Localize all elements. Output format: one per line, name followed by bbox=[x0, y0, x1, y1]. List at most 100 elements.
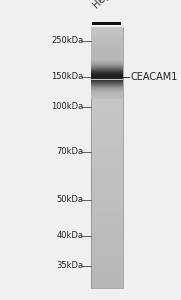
Bar bbox=[90, 30, 123, 31]
Bar bbox=[90, 278, 123, 279]
Bar bbox=[90, 215, 123, 216]
Bar bbox=[90, 227, 123, 228]
Bar bbox=[90, 244, 123, 245]
Bar bbox=[90, 218, 123, 219]
Bar bbox=[90, 80, 123, 82]
Bar bbox=[90, 267, 123, 268]
Bar bbox=[90, 138, 123, 139]
Bar bbox=[90, 34, 123, 35]
Bar bbox=[90, 27, 123, 28]
Bar bbox=[90, 170, 123, 172]
Bar bbox=[90, 281, 123, 283]
Bar bbox=[90, 151, 123, 152]
Bar bbox=[90, 236, 123, 237]
Bar bbox=[90, 120, 123, 121]
Bar bbox=[90, 185, 123, 186]
Bar bbox=[90, 48, 123, 49]
Bar bbox=[90, 205, 123, 206]
Bar bbox=[90, 266, 123, 267]
Bar bbox=[90, 285, 123, 287]
Bar bbox=[90, 82, 123, 83]
Bar bbox=[90, 75, 123, 76]
Bar bbox=[90, 83, 123, 84]
Bar bbox=[90, 201, 123, 202]
Bar bbox=[90, 31, 123, 32]
Bar bbox=[90, 231, 123, 232]
Bar bbox=[90, 69, 123, 70]
Bar bbox=[90, 276, 123, 278]
Bar bbox=[90, 280, 123, 281]
Bar bbox=[90, 268, 123, 270]
Bar bbox=[90, 129, 123, 130]
Bar bbox=[90, 112, 123, 113]
Bar bbox=[90, 189, 123, 190]
Text: 150kDa: 150kDa bbox=[51, 72, 83, 81]
Bar bbox=[90, 32, 123, 34]
Bar bbox=[90, 233, 123, 235]
Bar bbox=[90, 232, 123, 233]
Bar bbox=[90, 249, 123, 250]
Bar bbox=[90, 275, 123, 276]
Bar bbox=[90, 242, 123, 244]
Bar bbox=[90, 255, 123, 257]
Bar bbox=[90, 125, 123, 126]
Bar bbox=[90, 150, 123, 151]
Bar bbox=[90, 44, 123, 45]
Bar bbox=[90, 35, 123, 36]
Bar bbox=[90, 94, 123, 95]
Bar bbox=[90, 135, 123, 136]
Bar bbox=[90, 84, 123, 86]
Bar bbox=[90, 70, 123, 71]
Bar bbox=[90, 190, 123, 191]
Bar bbox=[90, 178, 123, 180]
Bar bbox=[90, 274, 123, 275]
Bar bbox=[90, 128, 123, 129]
Bar bbox=[90, 100, 123, 101]
Bar bbox=[90, 208, 123, 210]
Bar bbox=[90, 172, 123, 173]
Bar bbox=[90, 27, 123, 288]
Text: HepG2: HepG2 bbox=[90, 0, 121, 11]
Bar bbox=[90, 105, 123, 106]
Bar bbox=[90, 173, 123, 175]
Text: 50kDa: 50kDa bbox=[56, 195, 83, 204]
Bar bbox=[90, 62, 123, 64]
Bar bbox=[90, 92, 123, 94]
Bar bbox=[90, 270, 123, 271]
Bar bbox=[90, 160, 123, 161]
Bar bbox=[90, 73, 123, 74]
Bar bbox=[90, 186, 123, 188]
Bar bbox=[90, 136, 123, 138]
Bar bbox=[90, 202, 123, 203]
Bar bbox=[90, 164, 123, 165]
Bar bbox=[90, 99, 123, 100]
Bar bbox=[90, 114, 123, 116]
Bar bbox=[90, 103, 123, 104]
Bar bbox=[90, 64, 123, 65]
Bar bbox=[90, 74, 123, 75]
Text: CEACAM1: CEACAM1 bbox=[130, 71, 178, 82]
Bar bbox=[90, 251, 123, 253]
Bar bbox=[90, 86, 123, 87]
Bar bbox=[90, 169, 123, 170]
Bar bbox=[90, 61, 123, 62]
Text: 35kDa: 35kDa bbox=[56, 261, 83, 270]
Bar bbox=[90, 237, 123, 238]
Bar bbox=[90, 199, 123, 201]
Bar bbox=[90, 250, 123, 251]
Bar bbox=[90, 155, 123, 156]
Bar bbox=[90, 219, 123, 220]
Bar bbox=[90, 98, 123, 99]
Bar bbox=[90, 139, 123, 140]
Bar bbox=[90, 263, 123, 265]
Bar bbox=[90, 56, 123, 57]
Bar bbox=[90, 124, 123, 125]
Bar bbox=[90, 45, 123, 46]
Bar bbox=[90, 140, 123, 142]
Bar bbox=[90, 257, 123, 258]
Bar bbox=[90, 38, 123, 39]
Bar bbox=[90, 254, 123, 255]
Bar bbox=[90, 53, 123, 54]
Bar bbox=[90, 223, 123, 224]
Bar bbox=[90, 90, 123, 91]
